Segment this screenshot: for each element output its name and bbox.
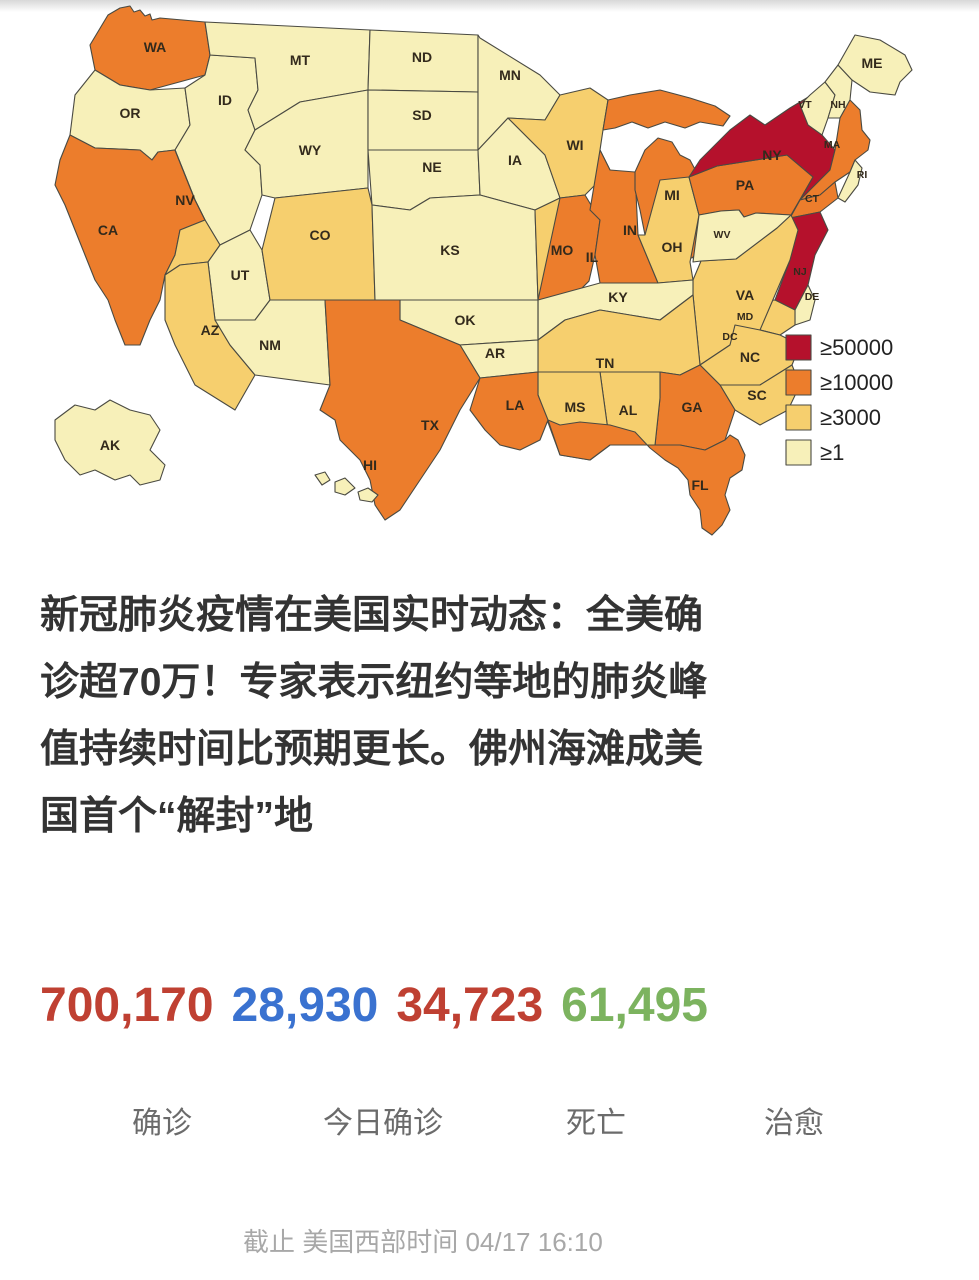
svg-text:DE: DE xyxy=(805,291,820,303)
svg-text:NH: NH xyxy=(830,99,845,111)
svg-text:MD: MD xyxy=(737,311,754,323)
svg-text:CO: CO xyxy=(310,227,331,243)
svg-text:IA: IA xyxy=(508,152,522,168)
svg-text:UT: UT xyxy=(231,267,250,283)
svg-text:≥1: ≥1 xyxy=(820,440,844,465)
svg-text:WA: WA xyxy=(144,39,167,55)
svg-text:MO: MO xyxy=(551,242,574,258)
svg-text:OK: OK xyxy=(455,312,476,328)
svg-text:≥3000: ≥3000 xyxy=(820,405,881,430)
svg-text:WI: WI xyxy=(566,137,583,153)
svg-text:ID: ID xyxy=(218,92,232,108)
svg-text:AL: AL xyxy=(619,402,638,418)
svg-text:AZ: AZ xyxy=(201,322,220,338)
svg-text:NJ: NJ xyxy=(793,266,807,278)
svg-text:HI: HI xyxy=(363,457,377,473)
svg-text:NV: NV xyxy=(175,192,195,208)
svg-text:LA: LA xyxy=(506,397,525,413)
svg-text:NY: NY xyxy=(762,147,782,163)
svg-text:NC: NC xyxy=(740,349,760,365)
svg-text:SD: SD xyxy=(412,107,431,123)
svg-text:RI: RI xyxy=(857,169,868,181)
svg-text:ND: ND xyxy=(412,49,432,65)
svg-text:OH: OH xyxy=(662,239,683,255)
svg-text:CT: CT xyxy=(805,193,820,205)
svg-text:WV: WV xyxy=(714,229,731,241)
svg-text:DC: DC xyxy=(722,331,738,343)
svg-text:IL: IL xyxy=(586,249,599,265)
svg-text:CA: CA xyxy=(98,222,118,238)
svg-text:IN: IN xyxy=(623,222,637,238)
svg-text:ME: ME xyxy=(862,55,883,71)
svg-text:≥10000: ≥10000 xyxy=(820,370,893,395)
svg-text:MT: MT xyxy=(290,52,311,68)
svg-text:AR: AR xyxy=(485,345,505,361)
svg-text:KY: KY xyxy=(608,289,628,305)
svg-text:KS: KS xyxy=(440,242,459,258)
svg-text:FL: FL xyxy=(691,477,709,493)
svg-text:MS: MS xyxy=(565,399,586,415)
svg-text:MI: MI xyxy=(664,187,680,203)
svg-text:≥50000: ≥50000 xyxy=(820,335,893,360)
svg-text:MN: MN xyxy=(499,67,521,83)
svg-text:VT: VT xyxy=(798,99,812,111)
svg-text:SC: SC xyxy=(747,387,766,403)
svg-text:PA: PA xyxy=(736,177,754,193)
svg-text:MA: MA xyxy=(824,139,841,151)
svg-text:TX: TX xyxy=(421,417,440,433)
svg-text:NM: NM xyxy=(259,337,281,353)
svg-text:TN: TN xyxy=(596,355,615,371)
svg-text:AK: AK xyxy=(100,437,120,453)
svg-text:OR: OR xyxy=(120,105,141,121)
svg-text:VA: VA xyxy=(736,287,754,303)
svg-text:WY: WY xyxy=(299,142,322,158)
svg-text:NE: NE xyxy=(422,159,441,175)
svg-text:GA: GA xyxy=(682,399,703,415)
